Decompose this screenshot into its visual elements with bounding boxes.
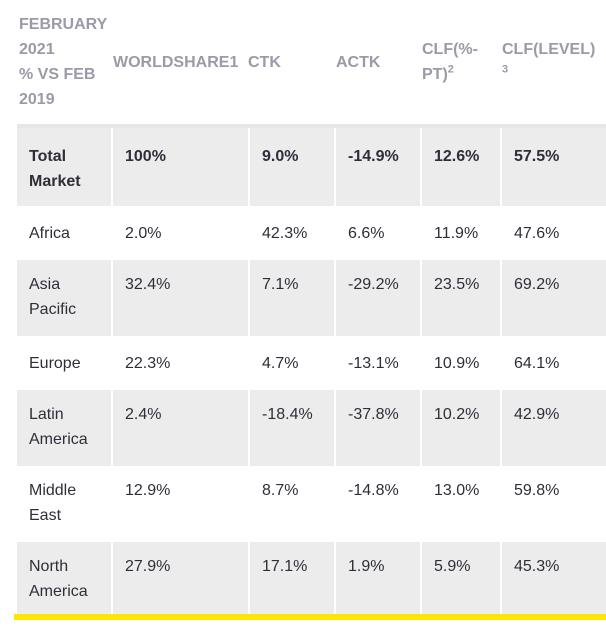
header-clf-level: CLF(LEVEL) 3 bbox=[500, 0, 606, 128]
cell-ctk: -18.4% bbox=[248, 390, 334, 466]
table-row-africa: Africa 2.0% 42.3% 6.6% 11.9% 47.6% bbox=[17, 206, 606, 260]
cell-worldshare: 32.4% bbox=[111, 260, 248, 336]
header-clf-pt: CLF(%-PT)2 bbox=[420, 0, 500, 128]
air-cargo-market-table: FEBRUARY 2021 % VS FEB 2019 WORLDSHARE1 … bbox=[17, 0, 606, 618]
cell-clf-level: 42.9% bbox=[500, 390, 606, 466]
cell-region: Middle East bbox=[29, 482, 77, 524]
cell-region: Africa bbox=[29, 225, 70, 242]
cell-clf-pt: 5.9% bbox=[420, 542, 500, 618]
cell-clf-pt: 10.2% bbox=[420, 390, 500, 466]
cell-region: Latin America bbox=[17, 390, 111, 466]
footnote-3: 3 bbox=[502, 63, 509, 76]
header-worldshare: WORLDSHARE1 bbox=[111, 0, 248, 128]
cell-actk: -29.2% bbox=[334, 260, 420, 336]
cell-clf-level: 57.5% bbox=[500, 128, 606, 206]
cell-clf-pt: 10.9% bbox=[420, 336, 500, 390]
yellow-accent-bar bbox=[14, 614, 606, 620]
table-row-total-market: Total Market 100% 9.0% -14.9% 12.6% 57.5% bbox=[17, 128, 606, 206]
cell-actk: -14.9% bbox=[334, 128, 420, 206]
cell-ctk: 4.7% bbox=[248, 336, 334, 390]
cell-worldshare: 2.0% bbox=[111, 206, 248, 260]
header-actk: ACTK bbox=[334, 0, 420, 128]
air-cargo-table-container: FEBRUARY 2021 % VS FEB 2019 WORLDSHARE1 … bbox=[17, 0, 606, 618]
table-row-middle-east: Middle East 12.9% 8.7% -14.8% 13.0% 59.8% bbox=[17, 466, 606, 542]
header-period: FEBRUARY 2021 % VS FEB 2019 bbox=[17, 0, 111, 128]
cell-clf-level: 59.8% bbox=[500, 466, 606, 542]
cell-region: Europe bbox=[29, 355, 81, 372]
table-row-europe: Europe 22.3% 4.7% -13.1% 10.9% 64.1% bbox=[17, 336, 606, 390]
table-row-asia-pacific: Asia Pacific 32.4% 7.1% -29.2% 23.5% 69.2… bbox=[17, 260, 606, 336]
cell-region: Asia Pacific bbox=[17, 260, 111, 336]
cell-ctk: 9.0% bbox=[248, 128, 334, 206]
table-row-north-america: North America 27.9% 17.1% 1.9% 5.9% 45.3% bbox=[17, 542, 606, 618]
cell-worldshare: 2.4% bbox=[111, 390, 248, 466]
cell-clf-level: 64.1% bbox=[500, 336, 606, 390]
cell-ctk: 17.1% bbox=[248, 542, 334, 618]
cell-actk: 6.6% bbox=[334, 206, 420, 260]
cell-worldshare: 27.9% bbox=[111, 542, 248, 618]
cell-clf-pt: 13.0% bbox=[420, 466, 500, 542]
cell-actk: -37.8% bbox=[334, 390, 420, 466]
cell-region: North America bbox=[17, 542, 111, 618]
cell-ctk: 42.3% bbox=[248, 206, 334, 260]
footnote-2: 2 bbox=[447, 63, 454, 76]
cell-actk: 1.9% bbox=[334, 542, 420, 618]
cell-clf-level: 45.3% bbox=[500, 542, 606, 618]
cell-worldshare: 100% bbox=[111, 128, 248, 206]
table-header-row: FEBRUARY 2021 % VS FEB 2019 WORLDSHARE1 … bbox=[17, 0, 606, 128]
cell-worldshare: 12.9% bbox=[111, 466, 248, 542]
cell-clf-pt: 23.5% bbox=[420, 260, 500, 336]
cell-ctk: 7.1% bbox=[248, 260, 334, 336]
table-row-latin-america: Latin America 2.4% -18.4% -37.8% 10.2% 42… bbox=[17, 390, 606, 466]
header-ctk: CTK bbox=[248, 0, 334, 128]
cell-ctk: 8.7% bbox=[248, 466, 334, 542]
cell-clf-level: 69.2% bbox=[500, 260, 606, 336]
cell-region: Total Market bbox=[17, 128, 111, 206]
cell-worldshare: 22.3% bbox=[111, 336, 248, 390]
cell-actk: -13.1% bbox=[334, 336, 420, 390]
cell-actk: -14.8% bbox=[334, 466, 420, 542]
cell-clf-pt: 12.6% bbox=[420, 128, 500, 206]
cell-clf-pt: 11.9% bbox=[420, 206, 500, 260]
cell-clf-level: 47.6% bbox=[500, 206, 606, 260]
